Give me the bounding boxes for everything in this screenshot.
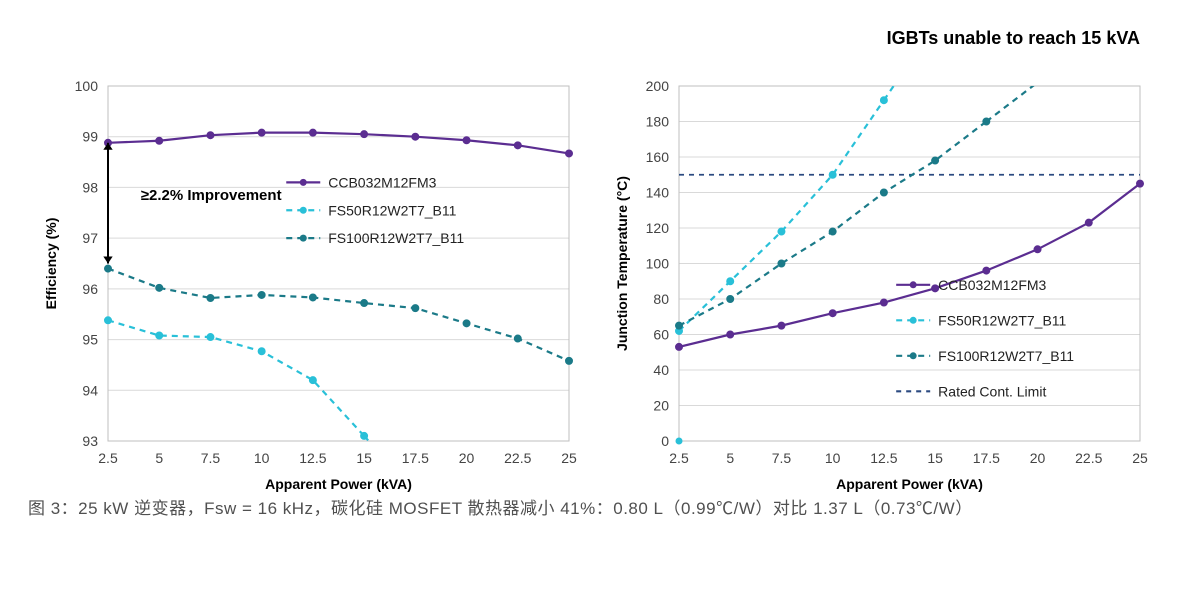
svg-text:17.5: 17.5 [973, 450, 1000, 466]
svg-text:180: 180 [646, 114, 670, 130]
svg-text:CCB032M12FM3: CCB032M12FM3 [938, 277, 1046, 293]
svg-text:60: 60 [653, 327, 669, 343]
svg-text:96: 96 [82, 281, 98, 297]
svg-text:20: 20 [1030, 450, 1046, 466]
svg-text:7.5: 7.5 [772, 450, 792, 466]
svg-text:FS100R12W2T7_B11: FS100R12W2T7_B11 [938, 348, 1074, 364]
svg-text:100: 100 [646, 256, 670, 272]
figure-caption: 图 3：25 kW 逆变器，Fsw = 16 kHz，碳化硅 MOSFET 散热… [28, 492, 1150, 526]
charts-row: 2.5 5 7.5 10 12.5 15 17.5 20 22.5 25 93 94 95 96 97 98 9… [28, 28, 1150, 478]
junction-temp-chart: 2.5 5 7.5 10 12.5 15 17.5 20 22.5 25 0 20 40 60 80 100 1… [599, 56, 1150, 506]
svg-text:17.5: 17.5 [402, 450, 429, 466]
svg-text:120: 120 [646, 220, 670, 236]
svg-text:5: 5 [155, 450, 163, 466]
svg-text:FS100R12W2T7_B11: FS100R12W2T7_B11 [328, 230, 464, 246]
svg-text:2.5: 2.5 [669, 450, 689, 466]
svg-text:22.5: 22.5 [504, 450, 531, 466]
svg-text:10: 10 [825, 450, 841, 466]
svg-text:140: 140 [646, 185, 670, 201]
left-chart-title [28, 28, 569, 52]
svg-text:10: 10 [254, 450, 270, 466]
svg-text:80: 80 [653, 291, 669, 307]
svg-text:2.5: 2.5 [98, 450, 118, 466]
svg-text:95: 95 [82, 332, 98, 348]
svg-text:15: 15 [927, 450, 943, 466]
svg-text:99: 99 [82, 129, 98, 145]
svg-text:12.5: 12.5 [299, 450, 326, 466]
svg-text:0: 0 [661, 433, 669, 449]
svg-text:CCB032M12FM3: CCB032M12FM3 [328, 174, 436, 190]
svg-text:40: 40 [653, 362, 669, 378]
svg-text:Rated Cont. Limit: Rated Cont. Limit [938, 383, 1046, 399]
left-chart-cell: 2.5 5 7.5 10 12.5 15 17.5 20 22.5 25 93 94 95 96 97 98 9… [28, 28, 579, 478]
svg-text:93: 93 [82, 433, 98, 449]
svg-text:22.5: 22.5 [1075, 450, 1102, 466]
efficiency-chart: 2.5 5 7.5 10 12.5 15 17.5 20 22.5 25 93 94 95 96 97 98 9… [28, 56, 579, 506]
right-chart-title: IGBTs unable to reach 15 kVA [599, 28, 1140, 52]
svg-text:20: 20 [653, 398, 669, 414]
svg-text:FS50R12W2T7_B11: FS50R12W2T7_B11 [938, 312, 1066, 328]
right-chart-cell: IGBTs unable to reach 15 kVA 2.5 5 7.5 10 12… [599, 28, 1150, 478]
svg-text:97: 97 [82, 230, 98, 246]
svg-text:Junction Temperature (°C): Junction Temperature (°C) [614, 176, 630, 351]
svg-text:94: 94 [82, 382, 98, 398]
svg-text:12.5: 12.5 [870, 450, 897, 466]
svg-text:Efficiency (%): Efficiency (%) [43, 218, 59, 310]
svg-text:25: 25 [561, 450, 577, 466]
svg-text:7.5: 7.5 [201, 450, 221, 466]
svg-text:20: 20 [459, 450, 475, 466]
svg-text:Apparent Power (kVA): Apparent Power (kVA) [836, 476, 983, 492]
svg-text:98: 98 [82, 179, 98, 195]
svg-text:160: 160 [646, 149, 670, 165]
svg-text:Apparent Power (kVA): Apparent Power (kVA) [265, 476, 412, 492]
svg-text:25: 25 [1132, 450, 1148, 466]
svg-text:15: 15 [356, 450, 372, 466]
svg-text:≥2.2% Improvement: ≥2.2% Improvement [141, 187, 282, 204]
svg-text:100: 100 [75, 78, 99, 94]
svg-text:FS50R12W2T7_B11: FS50R12W2T7_B11 [328, 202, 456, 218]
svg-text:200: 200 [646, 78, 670, 94]
svg-text:5: 5 [726, 450, 734, 466]
page: 2.5 5 7.5 10 12.5 15 17.5 20 22.5 25 93 94 95 96 97 98 9… [0, 0, 1178, 592]
